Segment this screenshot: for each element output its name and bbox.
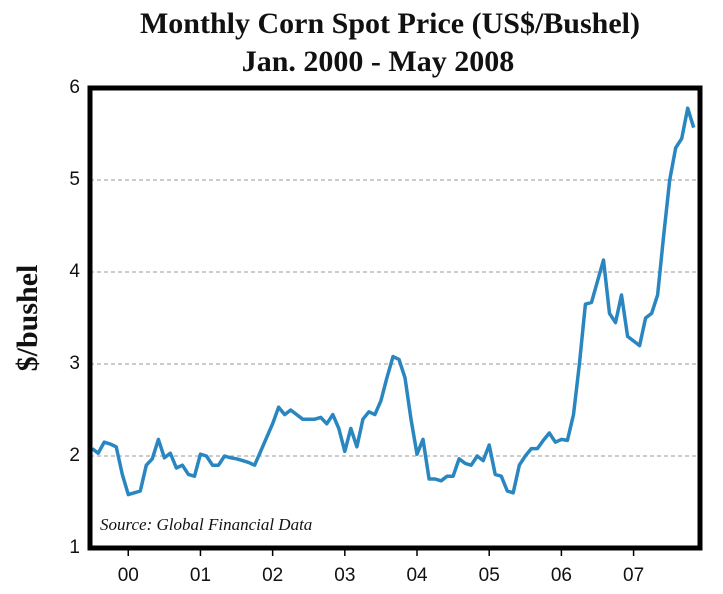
x-tick-label: 05 — [479, 565, 500, 586]
source-note: Source: Global Financial Data — [100, 515, 312, 534]
x-tick-label: 03 — [334, 565, 355, 586]
x-tick-label: 00 — [118, 565, 139, 586]
y-tick-label: 1 — [69, 537, 80, 558]
y-tick-label: 3 — [69, 353, 80, 374]
x-tick-label: 06 — [551, 565, 572, 586]
y-tick-label: 5 — [69, 169, 80, 190]
chart-subtitle: Jan. 2000 - May 2008 — [242, 45, 515, 78]
y-tick-label: 6 — [69, 77, 80, 98]
y-axis-label: $/bushel — [11, 265, 44, 372]
price-line — [91, 106, 696, 497]
x-tick-label: 02 — [262, 565, 283, 586]
chart-title: Monthly Corn Spot Price (US$/Bushel) — [140, 7, 640, 40]
x-tick-label: 01 — [190, 565, 211, 586]
x-tick-label: 04 — [406, 565, 428, 586]
plot-frame — [87, 85, 703, 551]
x-tick-label: 07 — [623, 565, 644, 586]
y-tick-label: 4 — [69, 261, 80, 282]
y-tick-label: 2 — [69, 445, 80, 466]
